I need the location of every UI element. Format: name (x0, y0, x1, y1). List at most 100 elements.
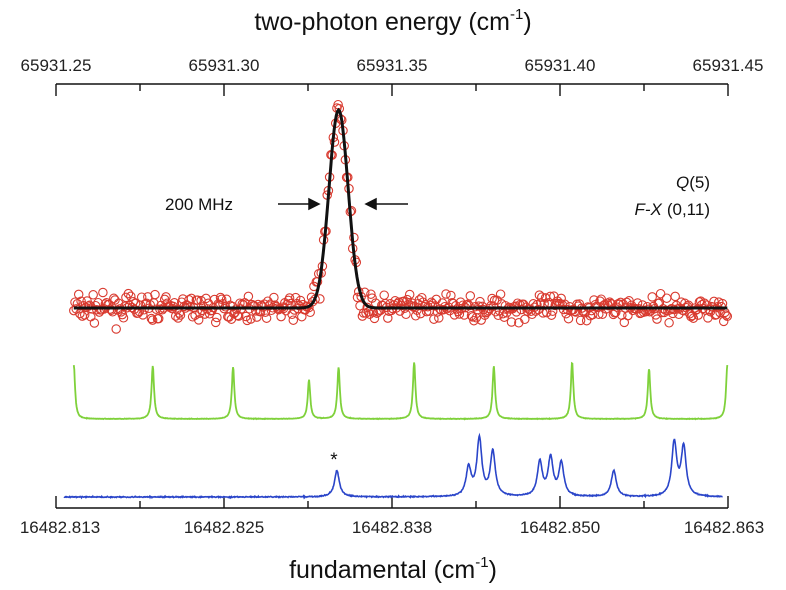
signal-data-point (186, 293, 197, 304)
signal-data-point (467, 312, 478, 322)
signal-data-point (123, 288, 134, 299)
signal-data-point (721, 310, 731, 320)
signal-data-point (79, 310, 90, 320)
signal-data-point (383, 313, 393, 323)
signal-data-point (464, 300, 474, 311)
signal-data-point (652, 314, 662, 324)
bottom-axis-tick-labels: 16482.813 16482.825 16482.838 16482.850 … (20, 518, 764, 537)
signal-data-points (69, 99, 733, 334)
signal-data-point (78, 301, 89, 311)
band-states: F-X (634, 200, 662, 219)
signal-data-point (200, 309, 210, 319)
signal-data-point (138, 310, 148, 320)
bottom-axis-title: fundamental (cm-1) (289, 554, 497, 584)
signal-data-point (150, 289, 160, 300)
bottom-tick-label: 16482.850 (520, 518, 600, 537)
signal-data-point (161, 292, 171, 302)
signal-data-point (147, 315, 158, 325)
transition-label: Q(5) (676, 173, 710, 192)
signal-data-point (367, 293, 377, 303)
signal-data-point (379, 290, 389, 300)
signal-data-point (261, 313, 272, 323)
signal-data-point (201, 293, 211, 304)
signal-data-point (210, 317, 221, 328)
signal-data-point (269, 292, 279, 303)
signal-data-point (215, 292, 226, 303)
signal-data-point (175, 310, 186, 320)
signal-data-point (466, 310, 477, 321)
signal-data-point (691, 305, 701, 315)
bottom-tick-label: 16482.825 (184, 518, 264, 537)
top-tick-label: 65931.35 (357, 56, 428, 75)
top-tick-label: 65931.40 (525, 56, 596, 75)
signal-data-point (647, 292, 657, 302)
signal-data-point (655, 288, 666, 299)
signal-data-point (290, 292, 301, 303)
band-label: F-X (0,11) (634, 200, 710, 219)
signal-data-point (493, 310, 503, 321)
signal-data-point (475, 296, 485, 307)
gaussian-fit-curve (73, 107, 728, 310)
signal-data-point (454, 309, 465, 319)
signal-data-point (288, 315, 299, 325)
signal-data-point (193, 315, 204, 325)
signal-data-point (546, 310, 557, 320)
signal-data-point (92, 304, 102, 315)
signal-data-point (89, 318, 100, 328)
top-axis-title-close: ) (523, 8, 531, 36)
right-arrow-head (364, 197, 377, 211)
signal-data-point (624, 296, 634, 306)
iodine-reference-trace (63, 432, 723, 500)
signal-data-point (651, 310, 661, 320)
signal-data-point (623, 310, 633, 321)
top-axis-title-sup: -1 (510, 6, 523, 23)
signal-data-point (575, 315, 586, 326)
signal-data-point (187, 312, 198, 322)
signal-data-point (153, 313, 164, 324)
signal-data-point (128, 296, 138, 307)
top-tick-label: 65931.45 (693, 56, 764, 75)
signal-data-point (670, 291, 680, 302)
signal-data-point (361, 308, 371, 318)
signal-data-point (76, 296, 86, 306)
bottom-tick-label: 16482.813 (20, 518, 100, 537)
etalon-marker-trace (72, 361, 729, 421)
signal-data-point (434, 313, 444, 323)
signal-data-point (118, 313, 129, 323)
bottom-axis-title-sup: -1 (475, 554, 488, 571)
transition-j: (5) (689, 173, 710, 192)
signal-data-point (126, 291, 136, 302)
top-tick-label: 65931.30 (189, 56, 260, 75)
left-arrow-head (308, 197, 321, 211)
signal-data-point (441, 289, 451, 299)
signal-data-point (212, 312, 222, 323)
signal-data-point (241, 311, 251, 322)
signal-data-point (474, 301, 484, 311)
signal-data-point (533, 304, 543, 315)
bottom-tick-label: 16482.838 (352, 518, 432, 537)
signal-data-point (88, 290, 98, 300)
signal-data-point (693, 310, 703, 320)
signal-data-point (429, 314, 439, 324)
signal-data-point (393, 297, 404, 307)
signal-data-point (581, 315, 592, 326)
signal-data-point (594, 309, 604, 320)
signal-data-point (661, 293, 672, 303)
bottom-tick-label: 16482.863 (684, 518, 764, 537)
signal-data-point (426, 297, 437, 308)
signal-data-point (233, 311, 244, 321)
transition-branch: Q (676, 173, 689, 192)
signal-data-point (722, 311, 733, 322)
signal-data-point (563, 313, 574, 324)
signal-data-point (469, 315, 479, 326)
signal-data-point (216, 294, 227, 305)
top-tick-label: 65931.25 (21, 56, 92, 75)
signal-data-point (111, 324, 121, 334)
signal-data-point (119, 301, 130, 312)
signal-data-point (410, 311, 421, 321)
linewidth-label: 200 MHz (165, 195, 233, 214)
signal-data-point (109, 293, 119, 304)
signal-data-point (465, 291, 476, 301)
signal-data-point (404, 289, 415, 300)
signal-data-point (366, 289, 376, 299)
